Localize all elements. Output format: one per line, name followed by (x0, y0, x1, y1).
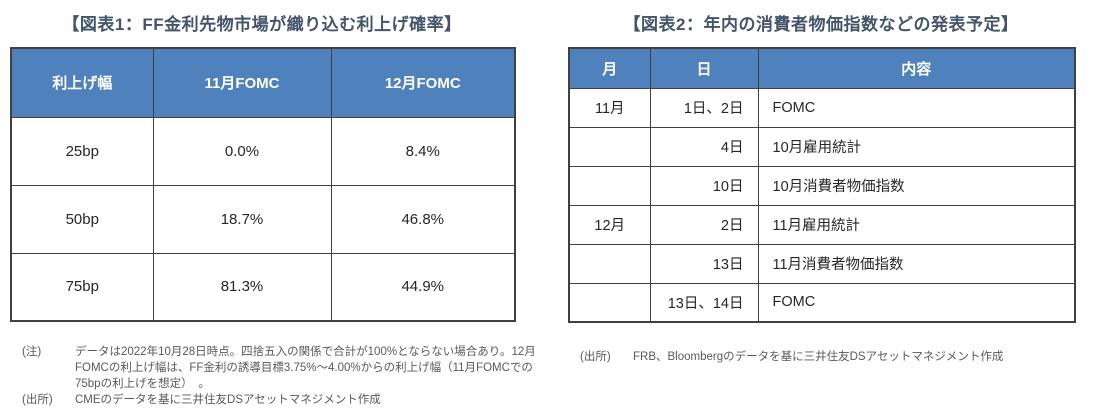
table-cell: 11月消費者物価指数 (757, 243, 1076, 284)
table-row: 10日 10月消費者物価指数 (568, 165, 1076, 206)
note-text: データは2022年10月28日時点。四捨五入の関係で合計が100%とならない場合… (75, 346, 536, 390)
figure1-table: 利上げ幅 11月FOMC 12月FOMC 25bp 0.0% 8.4% 50bp… (10, 47, 516, 322)
table-header-cell: 月 (568, 47, 651, 89)
note-row: (出所) CMEのデータを基に三井住友DSアセットマネジメント作成 (10, 392, 546, 408)
table-row: 13日 11月消費者物価指数 (568, 243, 1076, 284)
table-cell: 25bp (10, 116, 154, 186)
note-label: (注) (22, 346, 42, 358)
table-cell: 13日 (649, 243, 759, 284)
table-header-cell: 12月FOMC (330, 47, 516, 118)
table-cell (568, 165, 651, 206)
note-row: (出所) FRB、Bloombergのデータを基に三井住友DSアセットマネジメン… (568, 349, 1074, 365)
table-cell (568, 243, 651, 284)
table-cell: 1日、2日 (649, 87, 759, 128)
table-cell: 44.9% (330, 252, 516, 322)
table-cell: 46.8% (330, 184, 516, 254)
figure2-notes: (出所) FRB、Bloombergのデータを基に三井住友DSアセットマネジメン… (568, 349, 1074, 365)
note-text: FRB、Bloombergのデータを基に三井住友DSアセットマネジメント作成 (633, 351, 1004, 363)
table-cell: 13日、14日 (649, 282, 759, 323)
figure1-section: 【図表1：FF金利先物市場が織り込む利上げ確率】 利上げ幅 11月FOMC 12… (10, 10, 536, 408)
table-cell: FOMC (757, 282, 1076, 323)
table-cell: 11月雇用統計 (757, 204, 1076, 245)
note-label: (出所) (580, 351, 611, 363)
table-cell: 75bp (10, 252, 154, 322)
table-cell: 8.4% (330, 116, 516, 186)
table-row: 11月 1日、2日 FOMC (568, 87, 1076, 128)
table-cell: 18.7% (152, 184, 332, 254)
figure2-table: 月 日 内容 11月 1日、2日 FOMC 4日 10月雇用統計 10日 10月… (568, 47, 1076, 323)
note-row: (注) データは2022年10月28日時点。四捨五入の関係で合計が100%となら… (10, 344, 546, 392)
table-row: 25bp 0.0% 8.4% (10, 116, 516, 186)
table-row: 50bp 18.7% 46.8% (10, 184, 516, 254)
table-header-cell: 日 (649, 47, 759, 89)
table-cell: 10月雇用統計 (757, 126, 1076, 167)
table-header-cell: 内容 (757, 47, 1076, 89)
table-row: 12月 2日 11月雇用統計 (568, 204, 1076, 245)
table-header-cell: 11月FOMC (152, 47, 332, 118)
table-cell: 11月 (568, 87, 651, 128)
table-header-row: 月 日 内容 (568, 47, 1076, 89)
table-cell: 10月消費者物価指数 (757, 165, 1076, 206)
table-cell: 12月 (568, 204, 651, 245)
figure1-title: 【図表1：FF金利先物市場が織り込む利上げ確率】 (62, 15, 462, 34)
table-cell: 0.0% (152, 116, 332, 186)
table-header-cell: 利上げ幅 (10, 47, 154, 118)
table-cell: 50bp (10, 184, 154, 254)
table-header-row: 利上げ幅 11月FOMC 12月FOMC (10, 47, 516, 118)
table-cell (568, 126, 651, 167)
table-cell: 2日 (649, 204, 759, 245)
note-label: (出所) (22, 394, 53, 406)
note-text: CMEのデータを基に三井住友DSアセットマネジメント作成 (75, 394, 381, 406)
table-cell: 4日 (649, 126, 759, 167)
table-cell (568, 282, 651, 323)
figure2-title: 【図表2：年内の消費者物価指数などの発表予定】 (623, 15, 1019, 34)
figure2-section: 【図表2：年内の消費者物価指数などの発表予定】 月 日 内容 11月 1日、2日… (568, 10, 1076, 365)
table-row: 75bp 81.3% 44.9% (10, 252, 516, 322)
table-cell: 10日 (649, 165, 759, 206)
figure1-notes: (注) データは2022年10月28日時点。四捨五入の関係で合計が100%となら… (10, 344, 546, 408)
table-row: 13日、14日 FOMC (568, 282, 1076, 323)
table-cell: 81.3% (152, 252, 332, 322)
table-cell: FOMC (757, 87, 1076, 128)
table-row: 4日 10月雇用統計 (568, 126, 1076, 167)
